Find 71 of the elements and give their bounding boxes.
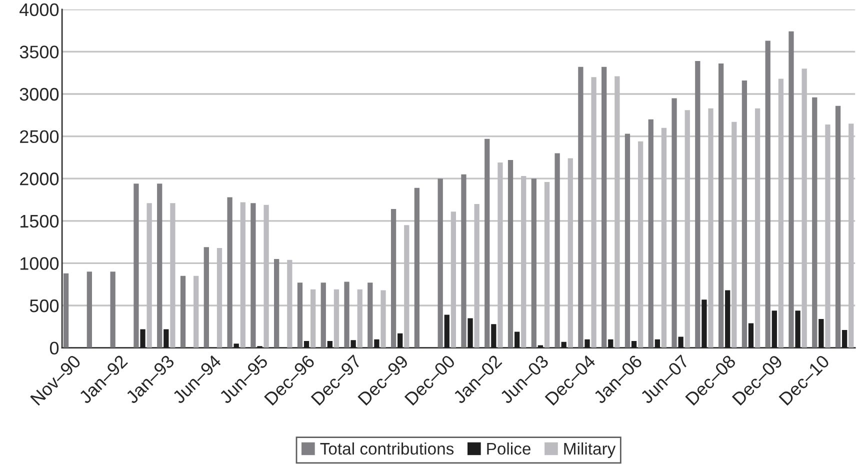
bar — [624, 134, 630, 348]
bar — [772, 310, 777, 348]
bar — [204, 247, 209, 348]
y-tick-label: 1000 — [20, 257, 59, 270]
bar — [835, 106, 841, 348]
bar — [320, 282, 326, 348]
bar — [788, 31, 794, 348]
bar — [390, 209, 396, 348]
bar — [327, 341, 332, 348]
bar — [531, 178, 536, 348]
bar — [134, 184, 139, 348]
bar — [227, 197, 232, 348]
y-tick-label: 500 — [30, 299, 59, 312]
bar — [608, 339, 614, 348]
bar — [368, 282, 373, 348]
bar — [484, 138, 490, 348]
bar — [297, 282, 303, 348]
bar — [765, 40, 770, 348]
bar — [234, 344, 239, 348]
bar — [602, 66, 607, 348]
bar — [344, 282, 350, 348]
y-tick-label: 3000 — [20, 88, 59, 101]
bar — [250, 203, 256, 348]
bar — [438, 178, 443, 348]
y-tick-label: 2500 — [20, 130, 59, 144]
bar — [444, 314, 450, 348]
bar — [304, 341, 310, 348]
bar — [554, 153, 560, 348]
bar — [110, 272, 116, 348]
bar — [818, 319, 824, 348]
bar — [678, 336, 684, 348]
bar — [86, 272, 92, 348]
bar — [374, 339, 380, 348]
legend-label: Military — [564, 442, 616, 458]
bar — [742, 80, 748, 348]
bar — [491, 324, 496, 348]
bar — [63, 273, 69, 348]
bar — [695, 61, 700, 348]
bar — [350, 340, 356, 348]
bar — [718, 64, 724, 348]
bar — [795, 310, 800, 348]
bar — [672, 98, 677, 348]
bar — [648, 119, 654, 348]
bar — [468, 318, 473, 348]
bar — [461, 174, 466, 348]
bar — [725, 290, 730, 348]
bar — [274, 258, 280, 348]
bar — [748, 323, 754, 348]
bar — [578, 66, 584, 348]
bar — [140, 329, 146, 348]
bar — [414, 188, 420, 348]
bar — [164, 329, 169, 348]
bar — [514, 332, 520, 348]
y-tick-label: 0 — [50, 342, 59, 355]
bar — [561, 342, 566, 348]
bar — [702, 300, 707, 348]
y-tick-label: 2000 — [20, 172, 59, 186]
bar — [842, 330, 848, 348]
bar — [812, 97, 818, 348]
bar — [654, 339, 660, 348]
bar — [398, 333, 403, 348]
y-tick-label: 1500 — [20, 214, 59, 228]
bar — [157, 184, 162, 348]
bar — [584, 339, 590, 348]
legend-label: Police — [487, 442, 530, 455]
y-tick-label: 4000 — [20, 3, 59, 16]
bar — [631, 341, 637, 348]
bar — [180, 276, 186, 348]
bar — [508, 160, 514, 348]
y-tick-label: 3500 — [20, 46, 59, 58]
legend-label: Total contributions — [320, 442, 454, 455]
